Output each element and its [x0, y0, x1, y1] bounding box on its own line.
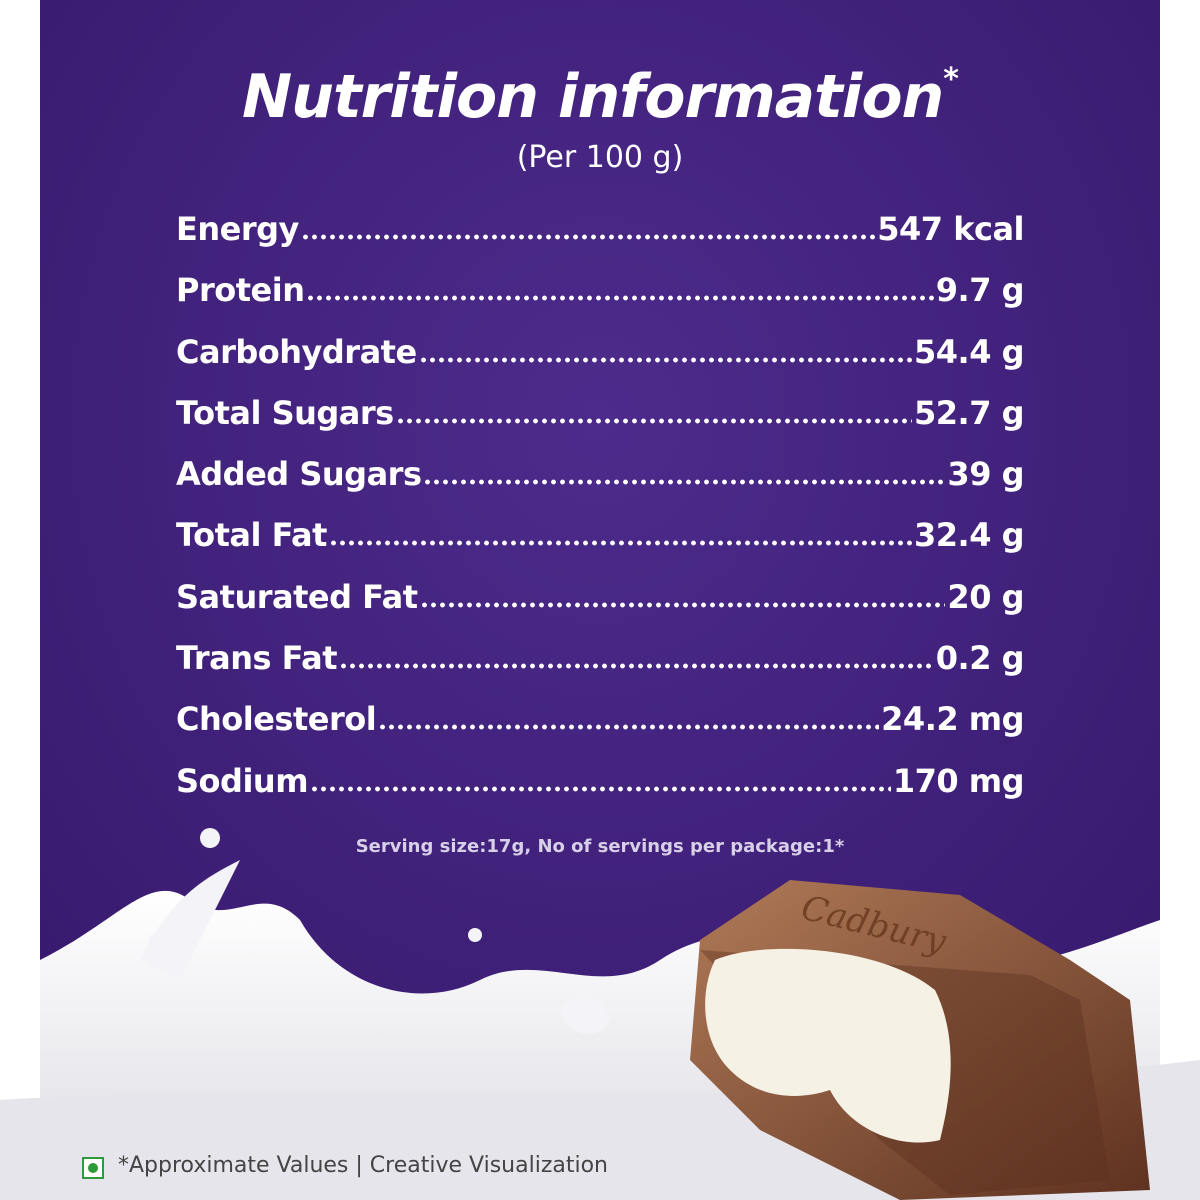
- veg-icon: [82, 1157, 104, 1179]
- dot-leader: [419, 601, 946, 608]
- dot-leader: [423, 479, 946, 486]
- subtitle: (Per 100 g): [516, 140, 684, 175]
- nutrient-value: 547 kcal: [877, 210, 1024, 248]
- nutrient-row: Carbohydrate 54.4 g: [176, 332, 1025, 394]
- nutrient-row: Sodium 170 mg: [176, 761, 1025, 823]
- dot-leader: [328, 540, 912, 547]
- nutrient-value: 0.2 g: [935, 639, 1025, 678]
- nutrient-value: 52.7 g: [914, 393, 1025, 432]
- nutrient-label: Carbohydrate: [176, 332, 417, 371]
- nutrient-label: Total Sugars: [176, 393, 394, 432]
- dot-leader: [306, 295, 934, 302]
- nutrient-label: Added Sugars: [176, 455, 422, 494]
- nutrient-value: 39 g: [947, 455, 1024, 494]
- nutrient-label: Energy: [176, 210, 299, 248]
- nutrient-value: 20 g: [947, 577, 1024, 616]
- milk-drop: [140, 860, 240, 980]
- nutrient-label: Saturated Fat: [176, 577, 418, 616]
- dot-leader: [310, 785, 891, 792]
- milk-drop: [560, 996, 610, 1034]
- title: Nutrition information*: [0, 62, 1200, 132]
- dot-leader: [378, 724, 880, 731]
- footer-note: *Approximate Values | Creative Visualiza…: [118, 1153, 608, 1178]
- nutrient-row: Cholesterol 24.2 mg: [176, 700, 1024, 761]
- nutrient-label: Total Fat: [176, 516, 327, 555]
- nutrient-label: Cholesterol: [176, 700, 377, 739]
- nutrient-value: 54.4 g: [914, 332, 1025, 371]
- nutrient-value: 24.2 mg: [881, 700, 1024, 739]
- title-mark: *: [943, 62, 959, 97]
- nutrient-value: 32.4 g: [914, 516, 1025, 555]
- nutrient-label: Sodium: [176, 761, 309, 800]
- milk-drop: [200, 828, 220, 848]
- dot-leader: [300, 234, 876, 240]
- dot-leader: [339, 663, 934, 670]
- dot-leader: [395, 417, 912, 424]
- dot-leader: [418, 356, 912, 363]
- title-text: Nutrition information: [242, 62, 944, 132]
- nutrient-row: Saturated Fat 20 g: [176, 578, 1024, 639]
- nutrient-row: Energy 547 kcal: [176, 210, 1024, 271]
- nutrient-label: Trans Fat: [176, 639, 338, 678]
- milk-drop: [149, 934, 161, 946]
- nutrient-row: Protein 9.7 g: [176, 271, 1025, 332]
- nutrition-table: Energy 547 kcal Protein 9.7 g Carbohydrate 54…: [176, 210, 1025, 823]
- nutrient-value: 170 mg: [892, 761, 1025, 800]
- nutrient-row: Trans Fat 0.2 g: [176, 639, 1025, 700]
- nutrient-value: 9.7 g: [935, 271, 1025, 310]
- nutrient-row: Added Sugars 39 g: [176, 455, 1024, 516]
- chocolate-filling: [705, 948, 951, 1143]
- serving-note: Serving size:17g, No of servings per pac…: [355, 836, 845, 857]
- milk-drop: [468, 928, 482, 942]
- nutrient-label: Protein: [176, 271, 305, 310]
- nutrient-row: Total Fat 32.4 g: [176, 516, 1025, 577]
- nutrient-row: Total Sugars 52.7 g: [176, 393, 1025, 455]
